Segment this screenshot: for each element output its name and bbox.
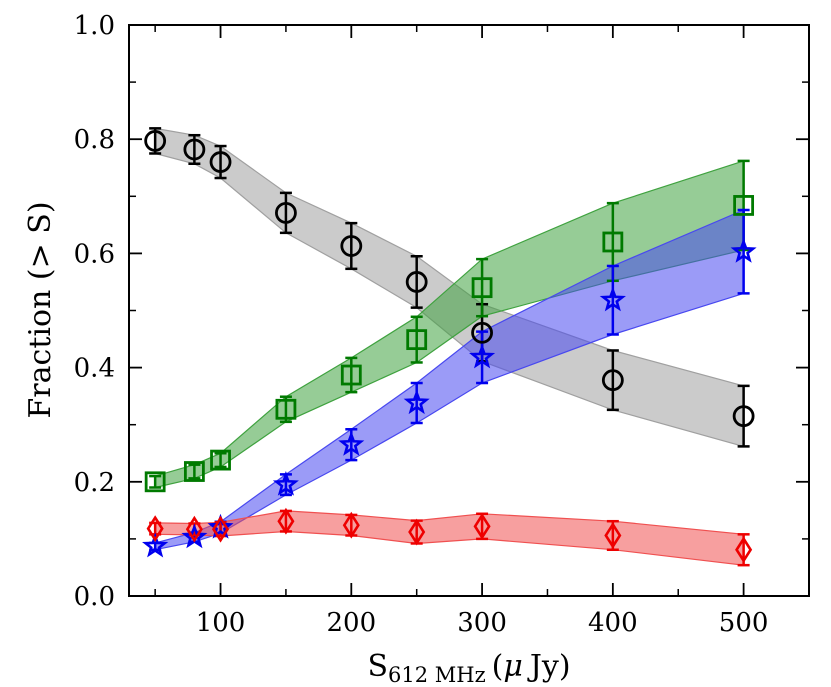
blue-stars-marker	[142, 532, 169, 558]
green-squares-marker	[275, 398, 297, 420]
red-diamonds-marker	[185, 515, 203, 543]
y-tick-label: 0.6	[74, 239, 115, 269]
green-squares-marker	[183, 461, 205, 482]
black-circles-marker	[209, 151, 232, 173]
x-tick-label: 400	[588, 608, 638, 638]
x-tick-label: 500	[719, 608, 769, 638]
y-tick-label: 0.4	[74, 354, 115, 384]
blue-stars-marker	[338, 431, 365, 456]
red-diamonds-marker	[211, 515, 230, 543]
x-tick-label: 300	[457, 608, 507, 638]
green-squares-marker	[602, 231, 624, 253]
green-squares-marker	[733, 195, 755, 216]
black-circles-marker	[732, 405, 755, 428]
blue-stars-marker	[403, 389, 430, 415]
red-diamonds-marker	[342, 511, 360, 539]
green-squares-marker	[210, 449, 231, 471]
red-diamonds-band	[154, 510, 745, 566]
confidence-bands	[154, 127, 745, 566]
blue-stars-marker	[599, 286, 626, 312]
y-tick-label: 1.0	[74, 11, 115, 41]
blue-stars-marker	[730, 238, 757, 263]
black-circles-marker	[471, 321, 493, 344]
black-circles-marker	[275, 201, 297, 224]
x-tick-label: 200	[326, 608, 376, 638]
y-tick-label: 0.2	[74, 468, 115, 498]
y-axis-label: Fraction (> S)	[23, 201, 58, 418]
red-diamonds-marker	[604, 522, 622, 549]
black-circles-marker	[144, 130, 167, 152]
black-circles-marker	[405, 271, 428, 293]
black-circles-marker	[601, 369, 624, 392]
blue-stars-marker	[207, 513, 234, 539]
blue-stars-marker	[272, 470, 299, 496]
black-circles-marker	[340, 235, 363, 257]
red-diamonds-marker	[277, 507, 295, 535]
x-tick-label: 100	[196, 608, 246, 638]
error-bars	[149, 127, 750, 567]
x-axis-label-subscript: 612 MHz	[388, 663, 486, 687]
red-diamonds-marker	[146, 515, 164, 543]
green-squares-marker	[471, 277, 493, 299]
green-squares-marker	[340, 364, 362, 386]
green-squares-marker	[406, 329, 428, 351]
data-markers	[142, 130, 757, 564]
red-diamonds-marker	[473, 512, 491, 540]
x-axis-label: S612 MHz (μ Jy)	[367, 649, 570, 687]
black-circles-marker	[183, 138, 206, 161]
green-squares-marker	[144, 471, 166, 493]
y-tick-label: 0.0	[74, 582, 115, 612]
green-squares-band	[154, 160, 745, 489]
y-tick-label: 0.8	[74, 125, 115, 155]
red-diamonds-marker	[735, 536, 753, 564]
red-diamonds-marker	[408, 518, 426, 546]
blue-stars-marker	[469, 343, 496, 369]
axis-ticks: 100 200 300 400 500 0.0 0.2 0.4 0.6 0.8 1.0	[74, 11, 809, 638]
